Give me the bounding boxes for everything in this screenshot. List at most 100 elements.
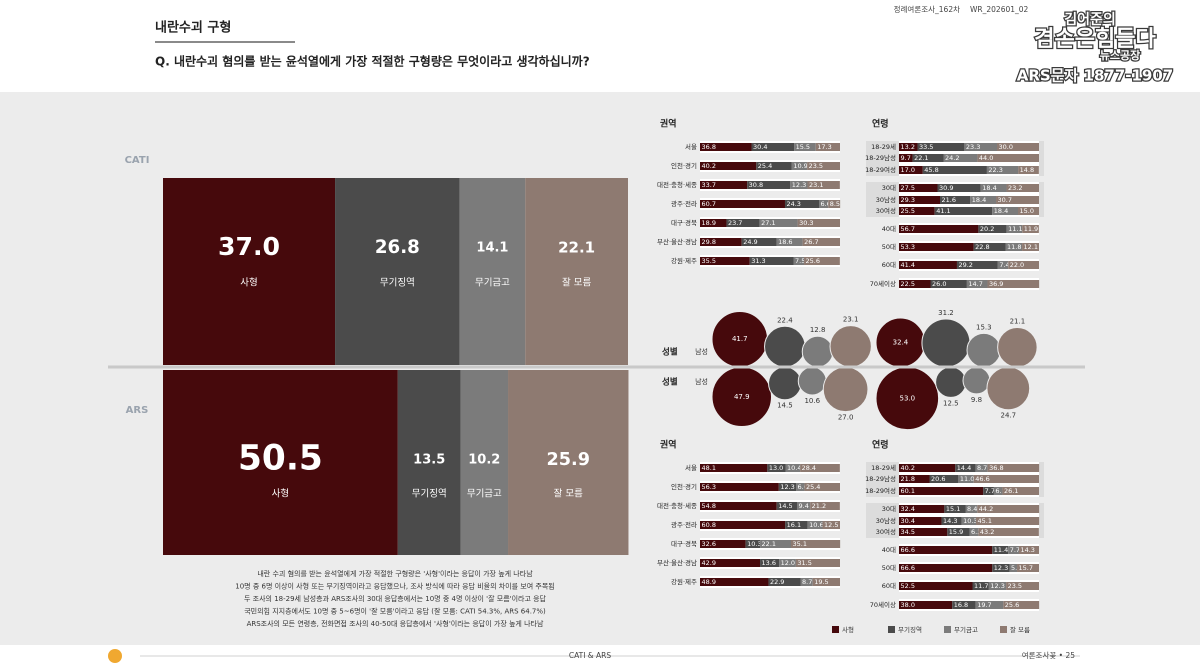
proportion-bar [508,370,629,555]
value-label: 14.1 [476,241,508,256]
segment-label: 14.4 [957,464,971,472]
category-label: 잘 모름 [562,277,591,289]
bar-segment [800,578,813,586]
row-label: 30대 [882,184,896,192]
bubble [966,332,1002,368]
segment-label: 53.3 [901,243,915,251]
value-label: 22.1 [558,239,595,257]
segment-label: 34.5 [901,528,915,536]
segment-label: 19.7 [977,601,991,609]
segment-label: 10.3 [963,517,977,525]
legend-label: 무기금고 [954,625,978,634]
segment-label: 7.5 [795,257,805,265]
row-label: 강원·제주 [671,256,697,265]
row-label: 50대 [882,243,896,251]
bar-segment [977,154,1039,162]
segment-label: 29.2 [958,261,972,269]
segment-label: 5.4 [1011,564,1021,572]
proportion-bar [460,370,509,555]
bar-segment [700,521,786,529]
segment-label: 41.1 [936,207,950,215]
bar-segment [992,564,1010,572]
proportion-bar [163,370,398,555]
bar-segment [958,475,974,483]
segment-label: 8.4 [967,505,977,513]
segment-label: 10.6 [809,521,823,529]
segment-label: 24.9 [743,238,757,246]
segment-label: 23.5 [809,162,823,170]
segment-label: 31.5 [797,559,811,567]
segment-label: 14.8 [1020,166,1034,174]
segment-label: 23.2 [1008,184,1022,192]
row-label: 18-29세 [871,463,896,472]
row-label: 18-29세 [871,142,896,151]
bar-segment [975,464,988,472]
segment-label: 23.1 [809,181,823,189]
footer-logo [108,649,122,663]
logo-line: 겸손은힘들다 [1034,27,1156,52]
row-label: 부산·울산·경남 [657,237,697,246]
segment-label: 33.7 [702,181,716,189]
bar-segment [795,559,840,567]
segment-label: 43.2 [980,528,994,536]
value-label: 25.9 [547,450,590,470]
proportion-bar [163,178,336,365]
bar-segment [917,143,965,151]
bar-segment [726,219,760,227]
bar-segment [934,207,993,215]
bar-segment [791,162,808,170]
bar-segment [700,578,769,586]
segment-label: 22.9 [770,578,784,586]
segment-label: 40.2 [702,162,716,170]
segment-label: 36.9 [989,280,1003,288]
segment-label: 21.6 [942,196,956,204]
bar-segment [988,582,1007,590]
segment-label: 30.4 [901,517,915,525]
row-label: 인천·경기 [671,482,697,491]
row-label: 18-29여성 [865,165,896,174]
bar-segment [899,280,931,288]
bar-segment [899,475,930,483]
bar-segment [899,243,974,251]
segment-label: 9.7 [901,154,911,162]
value-label: 37.0 [218,232,280,261]
segment-label: 8.7 [802,578,812,586]
segment-label: 32.4 [901,505,915,513]
bar-segment [807,162,840,170]
bar-segment [899,166,923,174]
segment-label: 10.4 [787,464,801,472]
bar-segment [1018,546,1039,554]
bar-segment [944,505,966,513]
segment-label: 15.0 [1020,207,1034,215]
segment-label: 15.9 [949,528,963,536]
segment-label: 22.5 [901,280,915,288]
bar-segment [899,154,913,162]
bar-segment [1018,166,1039,174]
bar-segment [756,162,792,170]
segment-label: 25.6 [1005,601,1019,609]
bar-segment [700,162,757,170]
bar-segment [768,578,801,586]
segment-label: 22.8 [975,243,989,251]
segment-label: 30.9 [939,184,953,192]
bubble [797,366,827,396]
bar-segment [899,582,973,590]
bubble-label: 31.2 [938,309,954,317]
segment-label: 21.2 [812,502,826,510]
bar-segment [1005,243,1023,251]
footer-page: 여론조사꽃 • 25 [1022,650,1075,660]
bar-segment [978,528,1039,536]
bar-segment [992,546,1009,554]
row-label: 서울 [685,142,697,151]
segment-label: 7.4 [999,261,1009,269]
survey-label: CATI [125,155,150,166]
bar-segment [700,219,727,227]
note-line: 10명 중 6명 이상이 사형 또는 무기징역이라고 응답했으나, 조사 방식에… [235,582,554,591]
value-label: 50.5 [238,439,323,479]
bar-segment [929,475,959,483]
bar-segment [819,200,829,208]
bar-segment [941,517,962,525]
bubble-label: 23.1 [843,316,859,324]
row-label: 50대 [882,564,896,572]
bar-segment [804,257,840,265]
